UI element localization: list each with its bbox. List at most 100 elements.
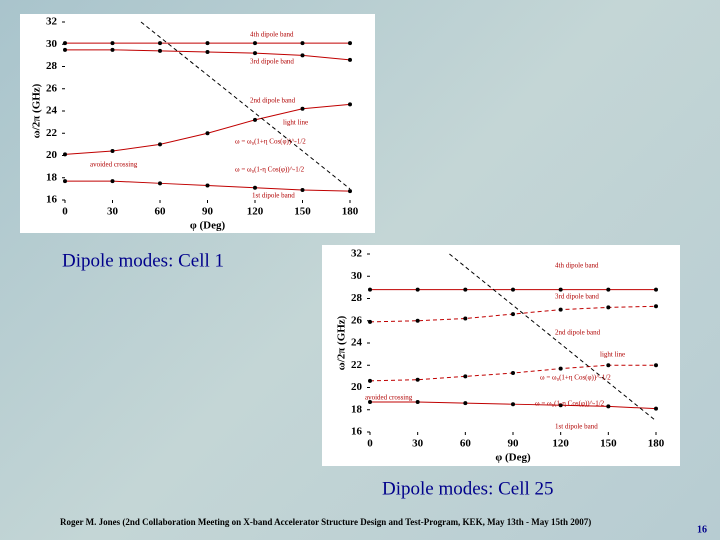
point bbox=[558, 403, 563, 408]
point bbox=[415, 399, 420, 404]
point bbox=[300, 41, 305, 46]
footer: Roger M. Jones (2nd Collaboration Meetin… bbox=[60, 517, 591, 527]
y-tick-label: 22 bbox=[351, 359, 363, 371]
page-number: 16 bbox=[697, 524, 707, 535]
y-tick-label: 32 bbox=[351, 248, 363, 260]
point bbox=[558, 366, 563, 371]
point bbox=[110, 41, 115, 46]
annotation: avoided crossing bbox=[90, 161, 138, 169]
point bbox=[158, 48, 162, 53]
annotation: 4th dipole band bbox=[250, 31, 294, 39]
point bbox=[300, 106, 305, 111]
series-line bbox=[140, 21, 351, 190]
point bbox=[253, 41, 257, 46]
x-tick-label: 90 bbox=[202, 206, 214, 218]
point bbox=[606, 363, 611, 368]
y-tick-label: 24 bbox=[46, 105, 58, 117]
caption: Dipole modes: Cell 1 bbox=[62, 250, 224, 271]
y-tick-label: 28 bbox=[351, 292, 363, 304]
point bbox=[654, 304, 658, 309]
annotation: 1st dipole band bbox=[252, 192, 295, 200]
point bbox=[205, 131, 210, 136]
annotation: ω = ω₀(1-η Cos(φ))^-1/2 bbox=[235, 166, 305, 174]
series-line bbox=[449, 253, 657, 422]
y-tick-label: 32 bbox=[46, 16, 58, 28]
point bbox=[348, 102, 352, 107]
y-tick-label: 16 bbox=[351, 426, 363, 438]
point bbox=[511, 287, 515, 292]
x-tick-label: 60 bbox=[155, 206, 167, 218]
y-tick-label: 22 bbox=[46, 127, 58, 139]
x-tick-label: 120 bbox=[247, 206, 264, 218]
annotation: 3rd dipole band bbox=[555, 293, 599, 301]
annotation: ω = ω₀(1+η Cos(φ))^-1/2 bbox=[540, 374, 611, 382]
y-tick-label: 30 bbox=[351, 270, 363, 282]
point bbox=[253, 51, 257, 56]
point bbox=[558, 287, 563, 292]
point bbox=[606, 404, 611, 409]
annotation: 3rd dipole band bbox=[250, 58, 294, 66]
point bbox=[654, 363, 658, 368]
point bbox=[158, 142, 162, 147]
point bbox=[348, 57, 352, 62]
point bbox=[110, 149, 115, 154]
point bbox=[415, 377, 420, 382]
x-tick-label: 180 bbox=[648, 438, 665, 450]
y-tick-label: 16 bbox=[46, 194, 58, 206]
point bbox=[300, 53, 305, 58]
annotation: 2nd dipole band bbox=[250, 97, 296, 105]
x-axis-label: φ (Deg) bbox=[495, 452, 531, 464]
y-tick-label: 30 bbox=[46, 38, 58, 50]
point bbox=[205, 41, 210, 46]
point bbox=[348, 189, 352, 194]
y-axis-label: ω/2π (GHz) bbox=[336, 315, 348, 370]
annotation: ω = ω₀(1+η Cos(φ))^-1/2 bbox=[235, 138, 306, 146]
x-tick-label: 150 bbox=[294, 206, 311, 218]
point bbox=[110, 179, 115, 184]
y-tick-label: 20 bbox=[46, 149, 58, 161]
point bbox=[463, 374, 468, 379]
point bbox=[511, 402, 515, 407]
x-tick-label: 0 bbox=[62, 206, 68, 218]
point bbox=[463, 401, 468, 406]
point bbox=[654, 406, 658, 411]
point bbox=[654, 287, 658, 292]
y-axis-label: ω/2π (GHz) bbox=[31, 83, 43, 138]
annotation: ω = ω₀(1-η Cos(φ))^-1/2 bbox=[535, 400, 605, 408]
point bbox=[205, 50, 210, 55]
x-tick-label: 90 bbox=[508, 438, 520, 450]
point bbox=[253, 185, 257, 190]
point bbox=[606, 305, 611, 310]
y-tick-label: 20 bbox=[351, 381, 363, 393]
y-tick-label: 26 bbox=[46, 82, 58, 94]
x-axis-label: φ (Deg) bbox=[190, 220, 226, 232]
chart-box bbox=[20, 14, 375, 233]
annotation: light line bbox=[283, 119, 308, 127]
point bbox=[558, 307, 563, 312]
x-tick-label: 120 bbox=[552, 438, 569, 450]
annotation: 1st dipole band bbox=[555, 423, 598, 431]
chart-box bbox=[322, 245, 680, 466]
point bbox=[463, 287, 468, 292]
annotation: 2nd dipole band bbox=[555, 329, 601, 337]
point bbox=[253, 117, 257, 122]
x-tick-label: 30 bbox=[412, 438, 424, 450]
y-tick-label: 18 bbox=[46, 171, 58, 183]
point bbox=[368, 399, 372, 404]
point bbox=[63, 152, 67, 157]
annotation: light line bbox=[600, 351, 625, 359]
y-tick-label: 26 bbox=[351, 314, 363, 326]
point bbox=[415, 287, 420, 292]
point bbox=[63, 179, 67, 184]
x-tick-label: 150 bbox=[600, 438, 617, 450]
point bbox=[300, 187, 305, 192]
point bbox=[606, 287, 611, 292]
x-tick-label: 0 bbox=[367, 438, 373, 450]
point bbox=[368, 378, 372, 383]
y-tick-label: 18 bbox=[351, 403, 363, 415]
point bbox=[463, 316, 468, 321]
point bbox=[205, 183, 210, 188]
point bbox=[415, 318, 420, 323]
point bbox=[368, 319, 372, 324]
point bbox=[110, 47, 115, 52]
